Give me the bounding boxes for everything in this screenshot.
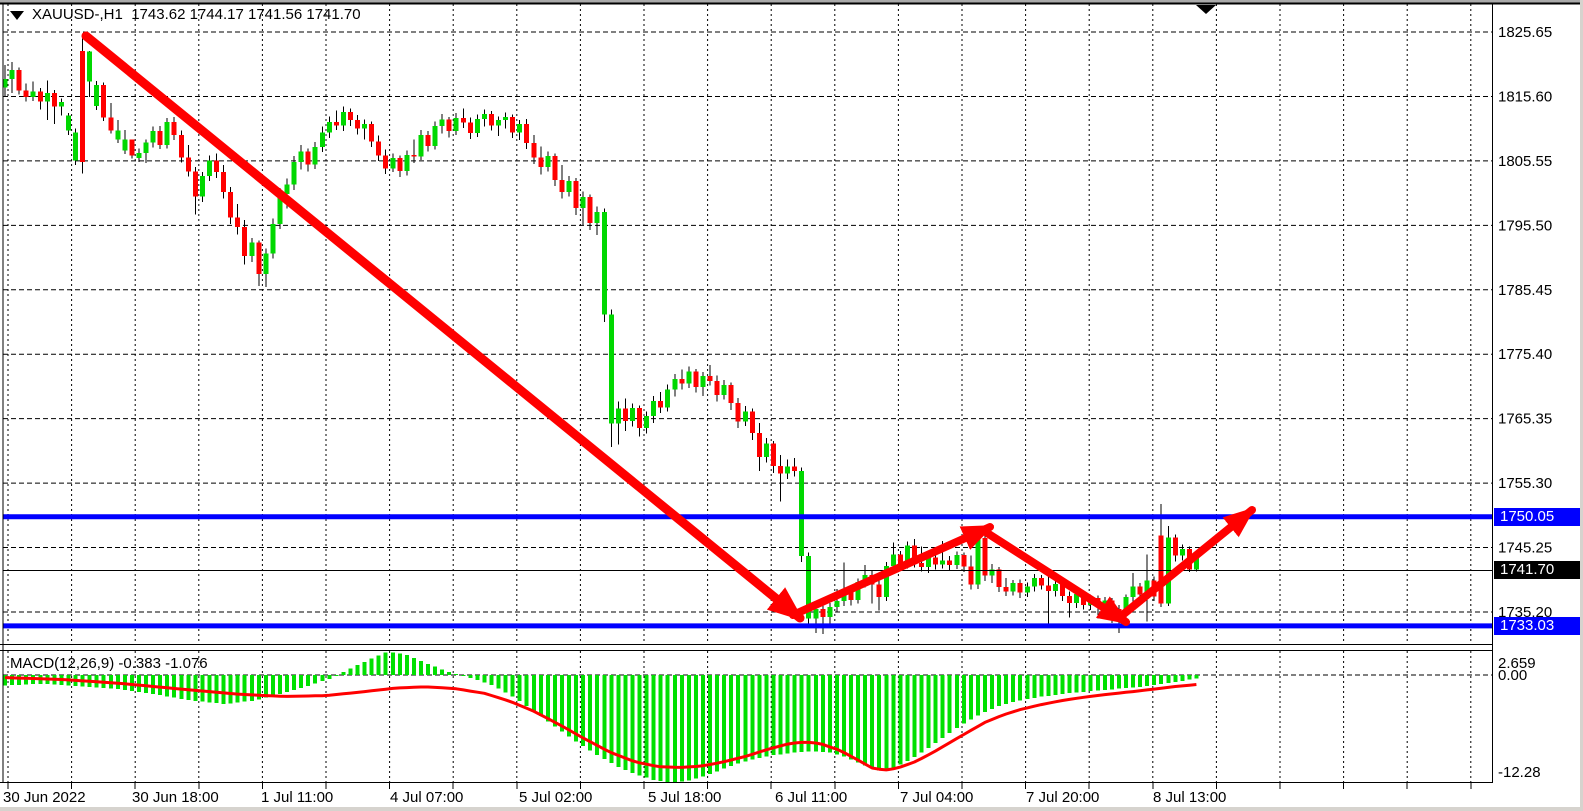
macd-scale-label: 0.00 [1498,667,1527,684]
candlesticks[interactable] [2,38,1199,634]
macd-panel [3,652,1199,782]
window-bottom-edge [0,807,1583,811]
trend-arrows[interactable] [81,31,1256,626]
price-axis-label: 1785.45 [1498,282,1552,299]
time-axis-label: 8 Jul 13:00 [1153,789,1226,806]
symbol-dropdown-icon[interactable] [10,10,24,20]
macd-name: MACD(12,26,9) [10,655,115,672]
price-axis-label: 1805.55 [1498,153,1552,170]
macd-value: -0.383 [118,655,161,672]
macd-scale-label: 2.659 [1498,655,1536,672]
axis-labels: 1825.65 1815.60 1805.55 1795.50 1785.45 1775.… [3,24,1552,806]
trend-arrow-4[interactable] [1116,506,1256,621]
support-line[interactable] [3,623,1492,629]
time-axis-label: 5 Jul 18:00 [648,789,721,806]
window-top-edge [0,0,1583,3]
panel-borders [0,2,1583,789]
macd-signal-line [4,676,1197,772]
resistance-price-badge: 1750.05 [1494,507,1580,526]
time-axis-label: 1 Jul 11:00 [261,789,333,806]
macd-signal-value: -1.076 [165,655,208,672]
price-axis-label: 1815.60 [1498,88,1552,105]
window-right-edge [1580,0,1583,811]
trend-arrow-2[interactable] [789,523,995,619]
grid-lines [3,4,1492,782]
time-axis-label: 5 Jul 02:00 [519,789,592,806]
support-price-badge: 1733.03 [1494,616,1580,635]
price-axis-label: 1765.35 [1498,411,1552,428]
price-axis-label: 1825.65 [1498,24,1552,41]
price-axis-label: 1775.40 [1498,346,1552,363]
symbol-period-label: XAUUSD-,H1 [32,6,123,23]
time-axis-label: 7 Jul 20:00 [1026,789,1099,806]
time-axis-label: 6 Jul 11:00 [775,789,847,806]
price-axis-label: 1745.25 [1498,540,1552,557]
trend-arrow-1[interactable] [81,31,805,623]
time-axis-label: 30 Jun 18:00 [132,789,219,806]
resistance-line[interactable] [3,514,1492,520]
price-axis-label: 1755.30 [1498,475,1552,492]
time-axis-label: 4 Jul 07:00 [390,789,463,806]
price-axis-label: 1735.20 [1498,604,1552,621]
time-axis-label: 30 Jun 2022 [3,789,86,806]
time-axis-label: 7 Jul 04:00 [900,789,973,806]
chart-shift-marker-icon[interactable] [1196,5,1216,14]
chart-title: XAUUSD-,H1 1743.62 1744.17 1741.56 1741.… [10,6,361,24]
quote-ohlc-label: 1743.62 1744.17 1741.56 1741.70 [131,6,361,23]
trend-arrow-3[interactable] [980,527,1130,626]
price-axis-label: 1795.50 [1498,217,1552,234]
macd-indicator-label: MACD(12,26,9) -0.383 -1.076 [10,655,208,673]
macd-scale-label: -12.28 [1498,764,1541,781]
current-price-badge: 1741.70 [1494,561,1580,580]
